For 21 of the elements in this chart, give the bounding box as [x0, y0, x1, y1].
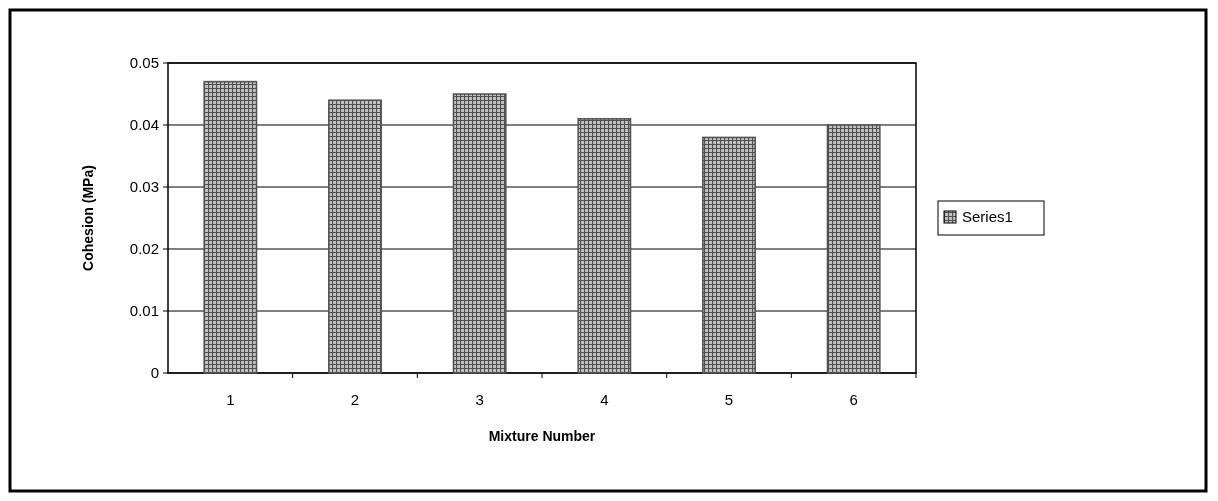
y-tick-label: 0.03 [129, 178, 159, 196]
x-axis-title: Mixture Number [488, 428, 596, 444]
y-tick-label: 0.01 [129, 302, 159, 320]
bar [203, 80, 258, 374]
x-tick-label: 2 [350, 391, 360, 408]
x-tick-label: 3 [475, 391, 484, 408]
y-tick-label: 0 [150, 364, 159, 382]
bar [328, 99, 382, 374]
bar [826, 124, 881, 374]
bar [577, 118, 632, 374]
y-axis-title: Cohesion (MPa) [80, 165, 96, 271]
y-tick-label: 0.05 [129, 54, 159, 72]
bar [702, 136, 756, 374]
y-tick-label: 0.04 [129, 116, 159, 134]
x-tick-label: 1 [226, 391, 235, 408]
x-tick-label: 6 [849, 391, 858, 408]
x-tick-label: 5 [724, 391, 734, 408]
x-tick-label: 4 [600, 391, 609, 408]
bar [452, 93, 507, 374]
legend-label: Series1 [962, 208, 1013, 226]
y-tick-label: 0.02 [129, 240, 159, 258]
